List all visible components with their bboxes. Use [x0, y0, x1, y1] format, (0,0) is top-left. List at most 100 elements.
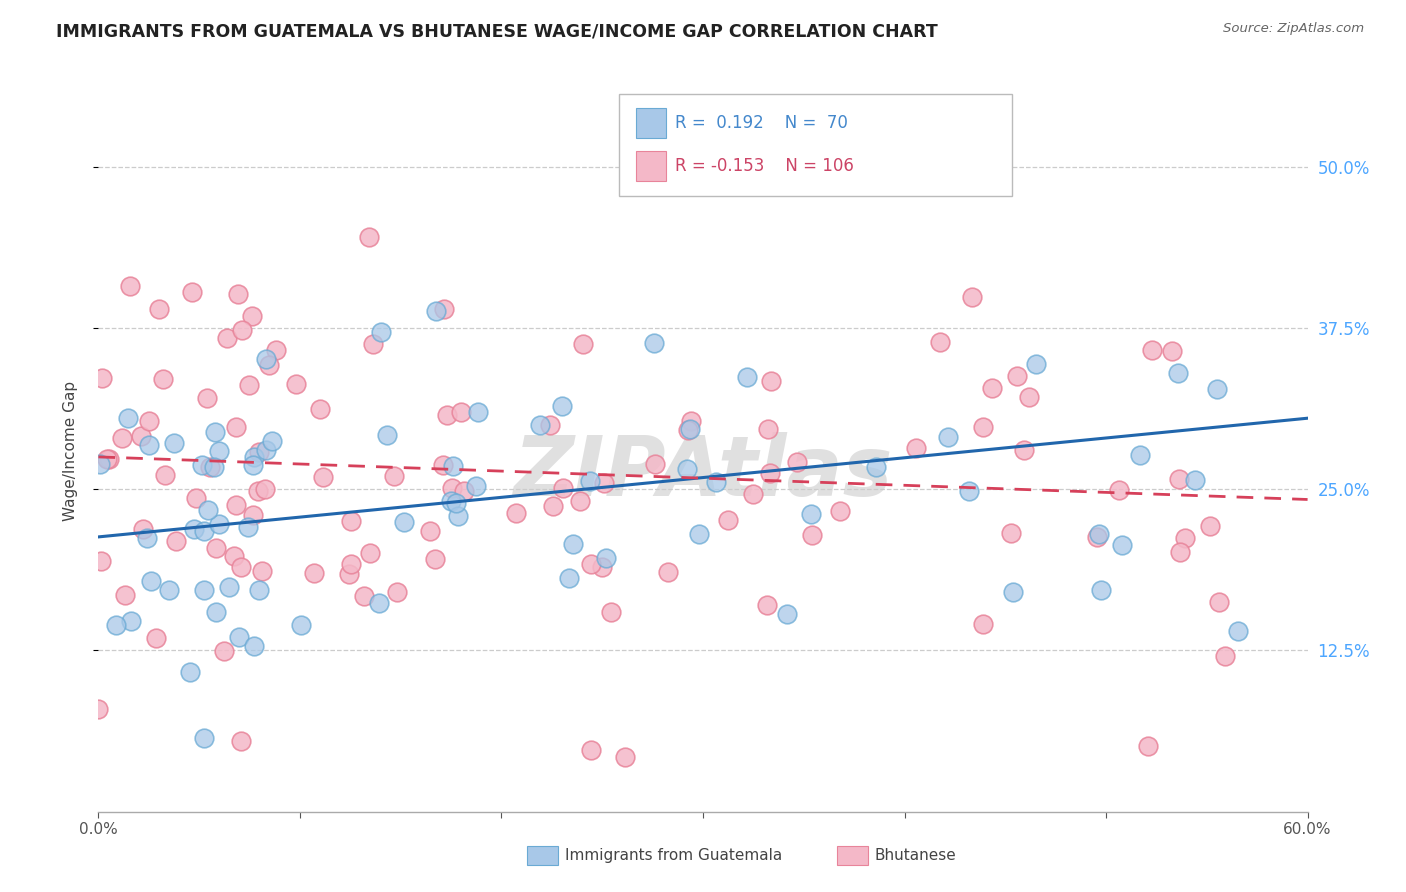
Point — [419, 524, 441, 539]
Point — [741, 487, 763, 501]
Point — [228, 630, 250, 644]
Point — [148, 301, 170, 316]
Point — [357, 230, 380, 244]
Point — [152, 372, 174, 386]
Point — [972, 419, 994, 434]
Point — [153, 468, 176, 483]
Point — [1184, 473, 1206, 487]
Point — [505, 507, 527, 521]
Point — [1173, 531, 1195, 545]
Point — [197, 503, 219, 517]
Point — [246, 483, 269, 498]
Point — [184, 491, 207, 505]
Point — [163, 435, 186, 450]
Point — [195, 391, 218, 405]
Point — [657, 565, 679, 579]
Point — [375, 428, 398, 442]
Point — [367, 596, 389, 610]
Point — [97, 452, 120, 467]
Point — [1167, 366, 1189, 380]
Point — [571, 336, 593, 351]
Point — [205, 605, 228, 619]
Point — [593, 475, 616, 490]
Point — [225, 420, 247, 434]
Point — [340, 558, 363, 572]
Point — [675, 461, 697, 475]
Point — [359, 546, 381, 560]
Point — [243, 639, 266, 653]
Point — [208, 443, 231, 458]
Point — [558, 571, 581, 585]
Point — [129, 429, 152, 443]
Point — [1129, 448, 1152, 462]
Point — [165, 533, 187, 548]
Point — [801, 527, 824, 541]
Point — [218, 580, 240, 594]
Point — [111, 431, 134, 445]
Point — [198, 459, 221, 474]
Point — [361, 337, 384, 351]
Point — [340, 514, 363, 528]
Point — [193, 731, 215, 746]
Point — [202, 460, 225, 475]
Point — [758, 467, 780, 481]
Point — [465, 479, 488, 493]
Point — [440, 494, 463, 508]
Point — [444, 496, 467, 510]
Point — [157, 582, 180, 597]
Text: Bhutanese: Bhutanese — [875, 848, 956, 863]
Text: R = -0.153    N = 106: R = -0.153 N = 106 — [675, 157, 853, 175]
Point — [96, 452, 118, 467]
Point — [613, 750, 636, 764]
Point — [212, 643, 235, 657]
Point — [735, 370, 758, 384]
Text: IMMIGRANTS FROM GUATEMALA VS BHUTANESE WAGE/INCOME GAP CORRELATION CHART: IMMIGRANTS FROM GUATEMALA VS BHUTANESE W… — [56, 22, 938, 40]
Point — [208, 517, 231, 532]
Point — [204, 425, 226, 439]
Point — [250, 564, 273, 578]
Point — [215, 331, 238, 345]
Point — [688, 527, 710, 541]
Point — [591, 560, 613, 574]
Point — [441, 459, 464, 474]
Point — [1213, 649, 1236, 664]
Point — [259, 358, 281, 372]
Point — [423, 551, 446, 566]
Point — [117, 411, 139, 425]
Point — [776, 607, 799, 621]
Point — [433, 301, 456, 316]
Point — [551, 399, 574, 413]
Point — [370, 325, 392, 339]
Point — [247, 445, 270, 459]
Point — [238, 520, 260, 534]
Point — [1108, 483, 1130, 497]
Point — [238, 377, 260, 392]
Point — [446, 508, 468, 523]
Text: R =  0.192    N =  70: R = 0.192 N = 70 — [675, 114, 848, 132]
Point — [132, 522, 155, 536]
Point — [800, 507, 823, 521]
Point — [569, 494, 592, 508]
Point — [644, 457, 666, 471]
Point — [183, 522, 205, 536]
Point — [247, 583, 270, 598]
Point — [1199, 518, 1222, 533]
Point — [138, 438, 160, 452]
Point — [104, 618, 127, 632]
Point — [145, 631, 167, 645]
Text: Source: ZipAtlas.com: Source: ZipAtlas.com — [1223, 22, 1364, 36]
Point — [579, 558, 602, 572]
Point — [1208, 595, 1230, 609]
Point — [139, 574, 162, 588]
Point — [643, 335, 665, 350]
Point — [717, 513, 740, 527]
Point — [972, 617, 994, 632]
Point — [1005, 369, 1028, 384]
Point — [1025, 357, 1047, 371]
Point — [114, 588, 136, 602]
Point — [242, 458, 264, 472]
Point — [562, 537, 585, 551]
Point — [339, 567, 361, 582]
Point — [425, 304, 447, 318]
Point — [786, 455, 808, 469]
